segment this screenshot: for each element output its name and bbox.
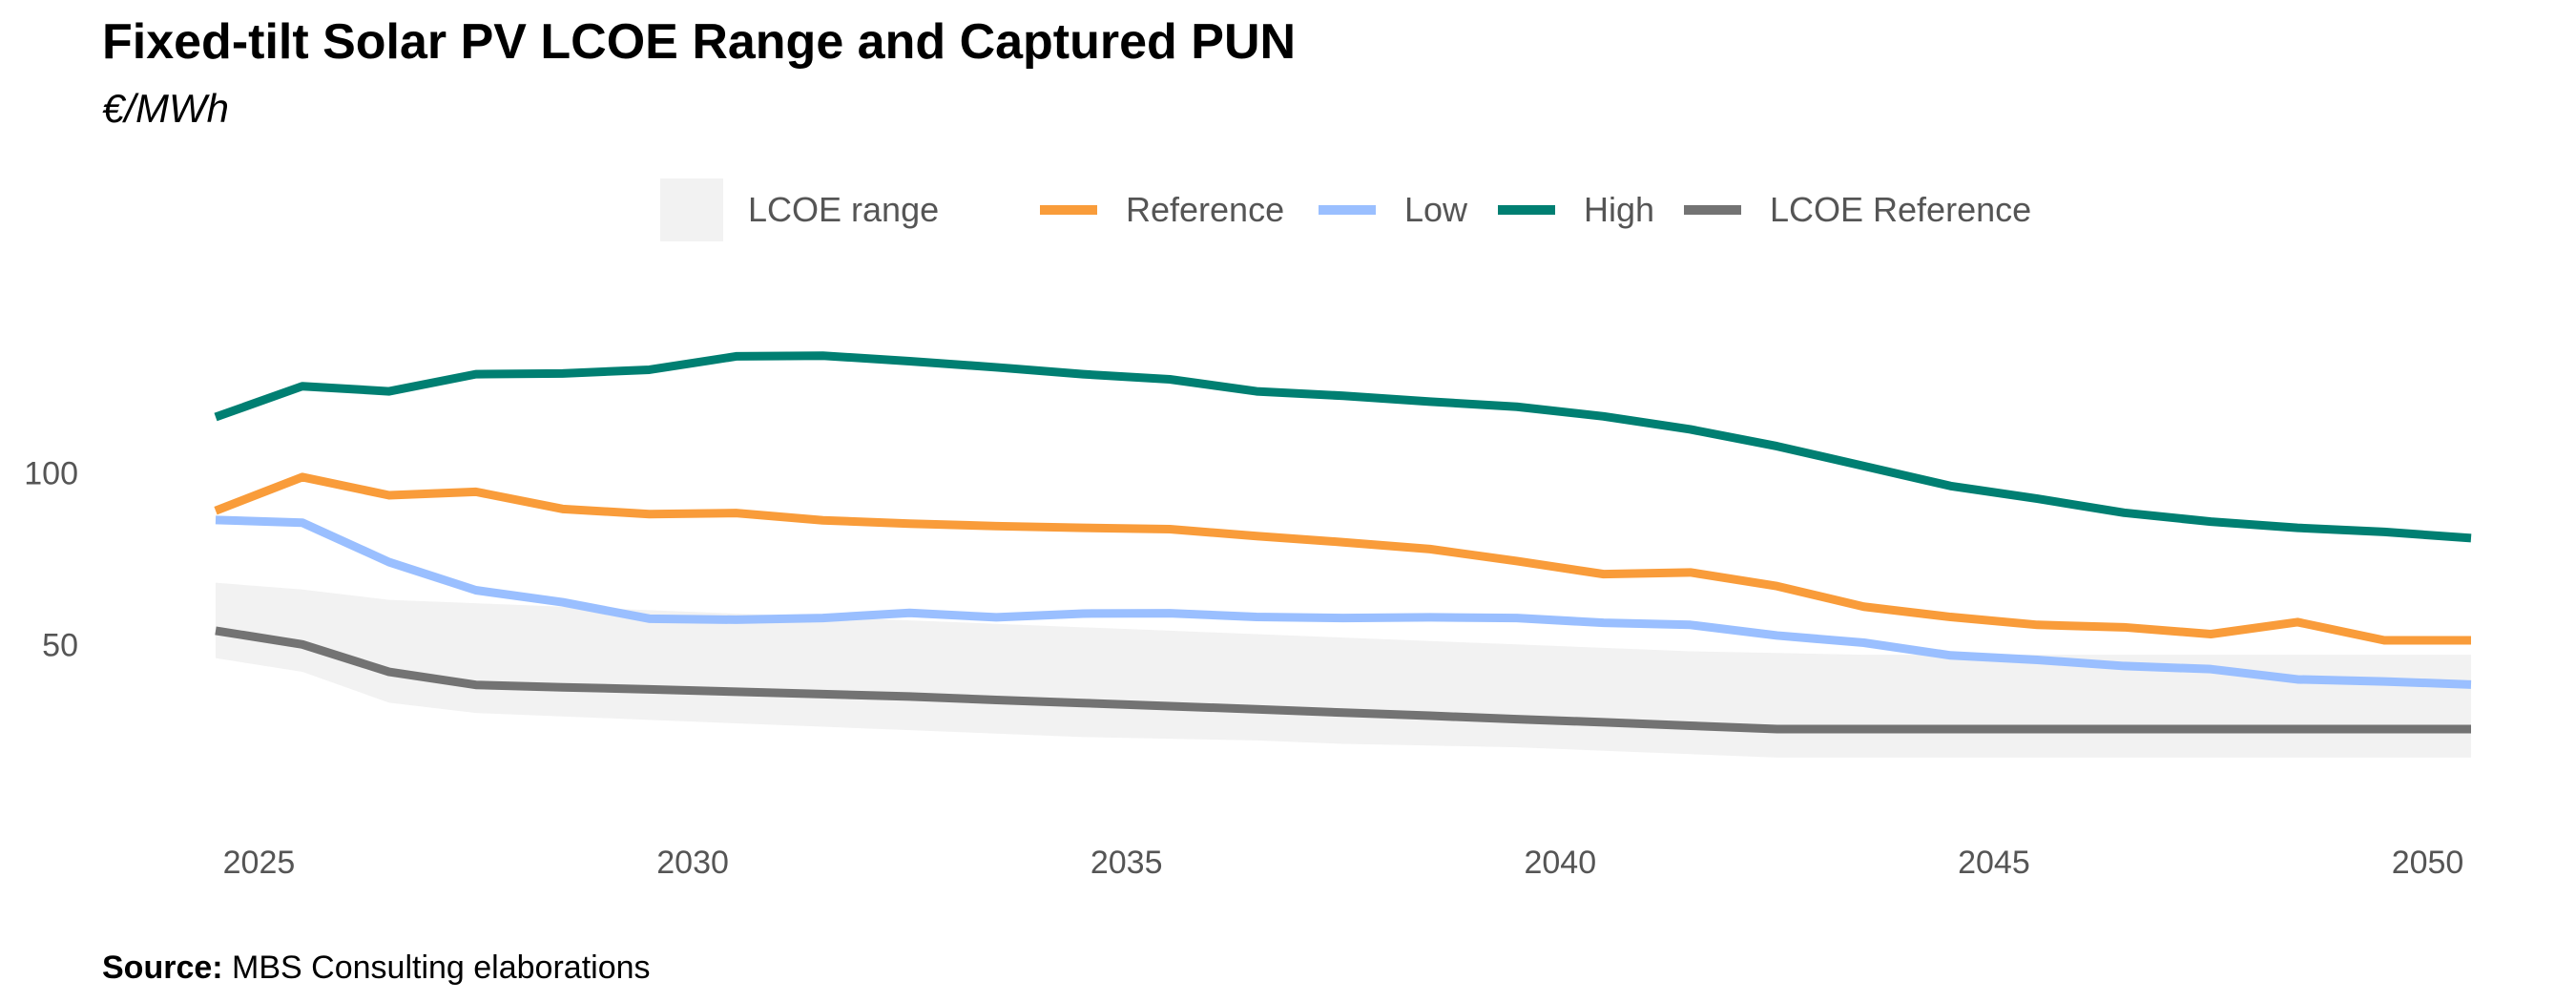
y-tick-label-50: 50 (42, 627, 78, 663)
source-text: MBS Consulting elaborations (232, 950, 651, 986)
legend-label-low: Low (1404, 190, 1468, 229)
x-tick-label-2030: 2030 (656, 845, 729, 881)
series-line-high (214, 351, 2472, 543)
chart-title: Fixed-tilt Solar PV LCOE Range and Captu… (102, 14, 1297, 70)
lcoe-range-band (216, 582, 2471, 758)
legend-label-lcoe-reference: LCOE Reference (1770, 190, 2032, 229)
x-tick-label-2050: 2050 (2392, 845, 2464, 881)
legend-label-high: High (1584, 190, 1655, 229)
chart-subtitle: €/MWh (102, 86, 230, 131)
series-line-low (215, 515, 2472, 689)
legend-swatch-reference (1040, 205, 1097, 215)
x-tick-label-2045: 2045 (1958, 845, 2030, 881)
y-tick-label-100: 100 (24, 456, 78, 492)
legend-label-reference: Reference (1126, 190, 1285, 229)
source-label: Source: (102, 950, 223, 986)
legend-item-reference: Reference (1040, 177, 1284, 243)
series-line-lcoe-reference (215, 626, 2471, 734)
legend-swatch-low (1319, 205, 1376, 215)
legend-item-high: High (1498, 177, 1654, 243)
legend-swatch-lcoe-reference (1684, 205, 1741, 215)
legend-item-lcoe-range: LCOE range (660, 177, 939, 243)
legend-swatch-high (1498, 205, 1555, 215)
chart-legend: LCOE range Reference Low High LCOE Refer… (0, 177, 2576, 243)
series-line-reference (214, 472, 2471, 645)
source-note: Source: MBS Consulting elaborations (102, 950, 651, 987)
x-tick-label-2035: 2035 (1091, 845, 1163, 881)
legend-swatch-lcoe-range (660, 178, 723, 241)
legend-label-lcoe-range: LCOE range (748, 190, 940, 229)
legend-item-lcoe-reference: LCOE Reference (1684, 177, 2031, 243)
x-tick-label-2025: 2025 (223, 845, 296, 881)
x-tick-label-2040: 2040 (1524, 845, 1596, 881)
legend-item-low: Low (1319, 177, 1467, 243)
